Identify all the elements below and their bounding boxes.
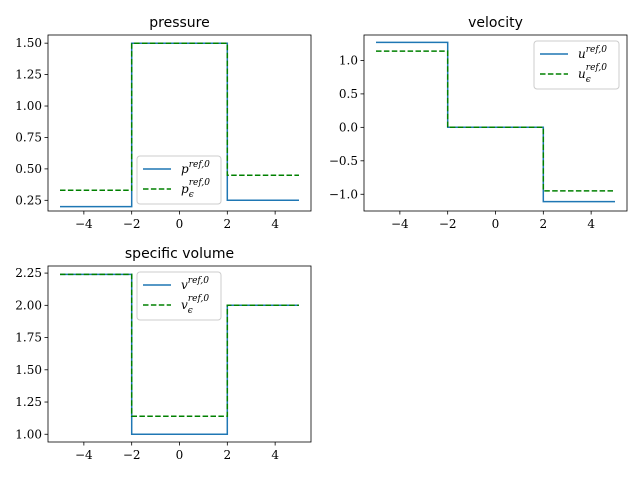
x-tick-label: −4 (75, 448, 93, 462)
x-tick-label: −2 (439, 217, 457, 231)
legend-label: pref,0 (181, 160, 210, 176)
y-tick-label: −1.0 (329, 187, 358, 201)
y-tick-label: 1.50 (15, 363, 42, 377)
x-tick-label: 4 (271, 217, 279, 231)
y-tick-label: 2.00 (15, 298, 42, 312)
legend-label: uϵref,0 (578, 63, 607, 85)
x-tick-label: 0 (176, 217, 184, 231)
x-tick-label: 2 (539, 217, 547, 231)
y-tick-label: 0.0 (339, 120, 358, 134)
x-tick-label: 4 (587, 217, 595, 231)
series-line-0 (60, 42, 299, 208)
series-line-1 (60, 42, 299, 192)
x-tick-label: −2 (123, 448, 141, 462)
legend-box (136, 271, 222, 321)
subplot-title: velocity (468, 15, 523, 31)
subplot-0: pressure −4 −2 0 2 4 0.25 0.50 0.75 1.00 1.25 1.50 p… (15, 15, 312, 231)
x-tick-label: −4 (391, 217, 409, 231)
series-line-1 (60, 273, 299, 417)
series-line-0 (376, 41, 615, 203)
y-tick-label: −0.5 (329, 154, 358, 168)
y-tick-label: 1.0 (339, 53, 358, 67)
x-tick-label: 2 (223, 448, 231, 462)
series-line-1 (376, 50, 615, 192)
x-tick-label: −2 (123, 217, 141, 231)
y-tick-label: 2.25 (15, 266, 42, 280)
subplot-title: specific volume (125, 246, 234, 262)
x-tick-label: 4 (271, 448, 279, 462)
y-tick-label: 1.00 (15, 427, 42, 441)
legend-box (136, 155, 222, 205)
y-tick-label: 1.25 (15, 68, 42, 82)
subplot-1: velocity −4 −2 0 2 4 −1.0 −0.5 0.0 0.5 1.0 uref,0 uϵ… (329, 15, 628, 231)
legend-label: uref,0 (578, 45, 607, 61)
legend-label: pϵref,0 (181, 178, 210, 200)
subplot-2: specific volume −4 −2 0 2 4 1.00 1.25 1.50 1.75 2.… (15, 246, 312, 462)
x-tick-label: −4 (75, 217, 93, 231)
y-tick-label: 0.50 (15, 162, 42, 176)
subplot-title: pressure (149, 15, 209, 31)
legend: pref,0 pϵref,0 (136, 155, 222, 205)
x-tick-label: 0 (176, 448, 184, 462)
y-tick-label: 1.75 (15, 331, 42, 345)
x-tick-label: 0 (492, 217, 500, 231)
y-tick-label: 1.50 (15, 36, 42, 50)
y-tick-label: 0.75 (15, 130, 42, 144)
y-tick-label: 1.00 (15, 99, 42, 113)
legend-label: vϵref,0 (181, 294, 209, 316)
legend: uref,0 uϵref,0 (533, 40, 620, 90)
y-tick-label: 0.25 (15, 193, 42, 207)
legend: vref,0 vϵref,0 (136, 271, 222, 321)
legend-label: vref,0 (181, 276, 209, 292)
x-tick-label: 2 (223, 217, 231, 231)
legend-box (533, 40, 620, 90)
y-tick-label: 0.5 (339, 87, 358, 101)
y-tick-label: 1.25 (15, 395, 42, 409)
